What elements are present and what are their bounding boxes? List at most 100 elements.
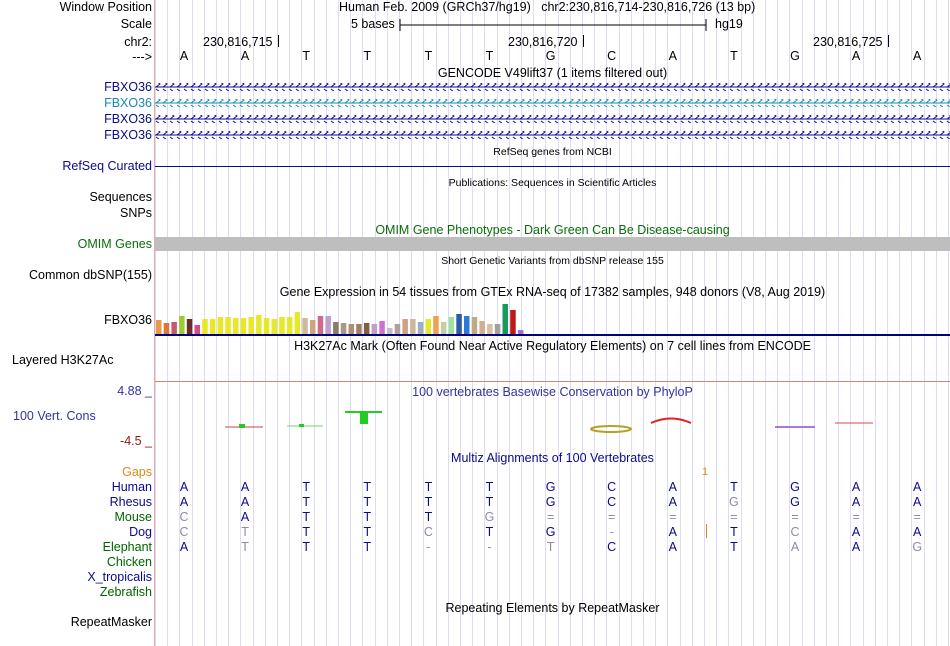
gencode-transcript[interactable] xyxy=(155,115,950,123)
refseq-feature-line[interactable] xyxy=(155,166,950,167)
reference-base[interactable]: T xyxy=(485,49,494,63)
gencode-item-label[interactable]: FBXO36 xyxy=(104,112,152,126)
gencode-transcript[interactable] xyxy=(155,131,950,139)
gtex-tissue-bar[interactable] xyxy=(179,316,185,334)
gtex-tissue-bar[interactable] xyxy=(225,317,231,334)
gtex-tissue-bar[interactable] xyxy=(502,304,509,334)
reference-base[interactable]: G xyxy=(790,49,800,63)
gtex-tissue-bar[interactable] xyxy=(194,325,201,334)
gtex-tissue-bar[interactable] xyxy=(456,314,462,334)
gtex-expression-bars[interactable] xyxy=(155,298,950,336)
gtex-tissue-bar[interactable] xyxy=(240,318,247,334)
reference-base[interactable]: T xyxy=(363,49,372,63)
gtex-tissue-bar[interactable] xyxy=(363,323,370,334)
gtex-tissue-bar[interactable] xyxy=(402,319,408,334)
gtex-tissue-bar[interactable] xyxy=(348,324,355,334)
gencode-transcript[interactable] xyxy=(155,99,950,107)
snps-track-label[interactable]: SNPs xyxy=(120,206,152,220)
scale-label[interactable]: Scale xyxy=(120,17,152,31)
species-label[interactable]: Dog xyxy=(129,525,152,539)
gtex-tissue-bar[interactable] xyxy=(448,317,455,334)
conservation-plot[interactable] xyxy=(155,400,950,440)
track-area[interactable]: Human Feb. 2009 (GRCh37/hg19) chr2:230,8… xyxy=(155,0,950,646)
species-label[interactable]: Zebrafish xyxy=(99,585,152,599)
gtex-tissue-bar[interactable] xyxy=(479,321,485,334)
reference-base[interactable]: G xyxy=(545,49,556,63)
omim-track-label[interactable]: OMIM Genes xyxy=(77,237,152,251)
gtex-tissue-bar[interactable] xyxy=(394,324,401,334)
gtex-tissue-bar[interactable] xyxy=(464,316,470,334)
chrom-label[interactable]: chr2: xyxy=(124,35,152,49)
conservation-track-label[interactable]: 100 Vert. Cons xyxy=(13,409,96,423)
gencode-features[interactable] xyxy=(155,80,950,144)
gtex-tissue-bar[interactable] xyxy=(171,322,177,334)
sequences-track-label[interactable]: Sequences xyxy=(89,190,152,204)
gtex-tissue-bar[interactable] xyxy=(487,324,493,334)
gtex-tissue-bar[interactable] xyxy=(325,316,331,334)
gtex-tissue-bar[interactable] xyxy=(209,319,216,334)
gtex-tissue-bar[interactable] xyxy=(217,317,224,334)
gencode-transcript[interactable] xyxy=(155,83,950,91)
gtex-track-label[interactable]: FBXO36 xyxy=(104,313,152,327)
species-label[interactable]: Rhesus xyxy=(109,495,152,509)
species-label[interactable]: X_tropicalis xyxy=(87,570,152,584)
gtex-tissue-bar[interactable] xyxy=(440,322,447,334)
gtex-tissue-bar[interactable] xyxy=(410,319,416,334)
species-label[interactable]: Mouse xyxy=(114,510,152,524)
reference-base[interactable]: C xyxy=(607,49,617,63)
gtex-tissue-bar[interactable] xyxy=(279,317,285,334)
reference-base[interactable]: A xyxy=(240,49,250,63)
species-label[interactable]: Chicken xyxy=(106,555,152,569)
window-position-label[interactable]: Window Position xyxy=(59,0,152,14)
strand-label[interactable]: ---> xyxy=(132,50,152,64)
gencode-item-label[interactable]: FBXO36 xyxy=(104,128,152,142)
gtex-tissue-bar[interactable] xyxy=(248,317,254,334)
gtex-tissue-bar[interactable] xyxy=(186,319,193,334)
reference-base[interactable]: A xyxy=(668,49,677,63)
gtex-tissue-bar[interactable] xyxy=(156,320,162,334)
gtex-tissue-bar[interactable] xyxy=(233,318,239,334)
gtex-tissue-bar[interactable] xyxy=(294,312,301,334)
repeatmasker-track-label[interactable]: RepeatMasker xyxy=(70,615,152,629)
refseq-track-label[interactable]: RefSeq Curated xyxy=(62,159,152,173)
gtex-tissue-bar[interactable] xyxy=(333,322,339,334)
species-label[interactable]: Elephant xyxy=(102,540,152,554)
gtex-tissue-bar[interactable] xyxy=(379,321,385,334)
gencode-item-label[interactable]: FBXO36 xyxy=(104,80,152,94)
dbsnp-track-label[interactable]: Common dbSNP(155) xyxy=(29,268,152,282)
reference-base[interactable]: T xyxy=(730,49,738,63)
gtex-tissue-bar[interactable] xyxy=(433,316,439,334)
gtex-tissue-bar[interactable] xyxy=(425,319,432,334)
gtex-tissue-bar[interactable] xyxy=(302,318,308,334)
gtex-tissue-bar[interactable] xyxy=(494,324,501,334)
reference-base[interactable]: T xyxy=(424,49,433,63)
gtex-tissue-bar[interactable] xyxy=(340,323,347,334)
gtex-tissue-bar[interactable] xyxy=(417,322,424,334)
gtex-tissue-bar[interactable] xyxy=(510,310,516,334)
gtex-tissue-bar[interactable] xyxy=(471,317,478,334)
gtex-tissue-bar[interactable] xyxy=(163,323,170,334)
gtex-tissue-bar[interactable] xyxy=(317,316,324,334)
gtex-tissue-bar[interactable] xyxy=(202,319,208,334)
gaps-label[interactable]: Gaps xyxy=(122,465,152,479)
reference-base[interactable]: A xyxy=(913,49,922,63)
h3k27ac-track-label[interactable]: Layered H3K27Ac xyxy=(12,353,114,367)
reference-base[interactable]: A xyxy=(851,49,861,63)
h3k27ac-signal-line[interactable] xyxy=(155,381,950,382)
gencode-title: GENCODE V49lift37 (1 items filtered out) xyxy=(437,66,668,80)
gtex-tissue-bar[interactable] xyxy=(256,315,262,334)
gtex-tissue-bar[interactable] xyxy=(371,324,378,334)
species-label[interactable]: Human xyxy=(111,480,152,494)
gtex-tissue-bar[interactable] xyxy=(271,319,278,334)
gtex-tissue-bar[interactable] xyxy=(387,328,393,334)
alignment-base: A xyxy=(851,540,861,554)
gtex-tissue-bar[interactable] xyxy=(517,330,524,334)
gtex-tissue-bar[interactable] xyxy=(310,320,316,334)
omim-gene-feature[interactable] xyxy=(155,237,950,251)
gencode-item-label[interactable]: FBXO36 xyxy=(104,96,152,110)
gtex-tissue-bar[interactable] xyxy=(286,317,293,334)
gtex-tissue-bar[interactable] xyxy=(263,318,270,334)
reference-base[interactable]: A xyxy=(179,49,189,63)
reference-base[interactable]: T xyxy=(302,49,310,63)
gtex-tissue-bar[interactable] xyxy=(356,324,362,334)
